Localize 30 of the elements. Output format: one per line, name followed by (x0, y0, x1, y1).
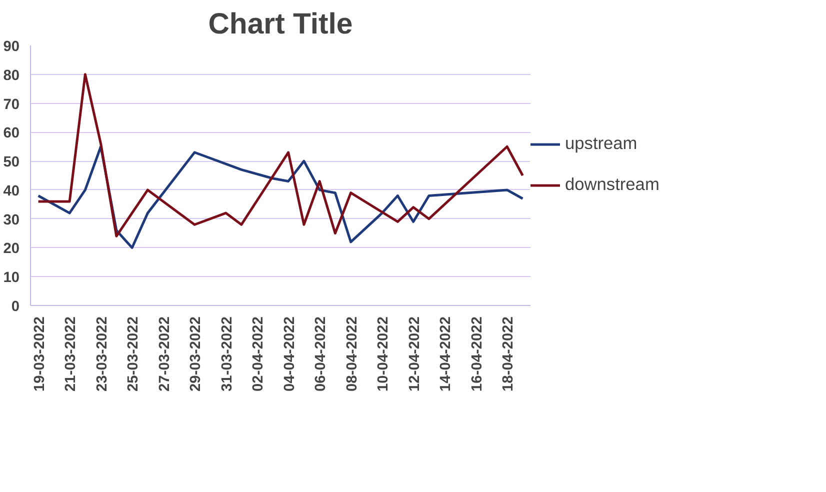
y-tick-label: 40 (3, 183, 20, 200)
y-tick-label: 30 (3, 212, 20, 228)
x-tick-label: 08-04-2022 (344, 316, 360, 392)
x-tick-label: 18-04-2022 (500, 316, 517, 392)
x-tick-label: 23-03-2022 (94, 316, 110, 392)
x-tick-label: 21-03-2022 (63, 316, 80, 392)
x-tick-label: 10-04-2022 (376, 316, 392, 392)
x-tick-label: 31-03-2022 (219, 316, 236, 392)
y-tick-label: 60 (3, 126, 20, 142)
chart-title: Chart Title (208, 8, 353, 40)
x-tick-label: 19-03-2022 (32, 316, 48, 392)
y-tick-label: 20 (3, 241, 20, 258)
x-tick-label: 27-03-2022 (156, 316, 173, 392)
y-tick-label: 50 (3, 154, 20, 171)
y-tick-label: 70 (3, 96, 20, 113)
line-series (37, 73, 524, 238)
x-tick-label: 29-03-2022 (188, 316, 204, 392)
x-tick-label: 06-04-2022 (313, 316, 330, 392)
y-tick-label: 0 (11, 299, 20, 315)
legend-label: downstream (565, 174, 660, 195)
x-tick-label: 04-04-2022 (282, 316, 298, 392)
x-tick-label: 14-04-2022 (438, 316, 454, 392)
y-tick-label: 80 (3, 68, 20, 84)
x-tick-label: 25-03-2022 (126, 316, 142, 392)
x-tick-label: 02-04-2022 (250, 316, 267, 392)
y-tick-label: 90 (3, 39, 20, 55)
y-tick-label: 10 (3, 270, 20, 286)
x-tick-label: 12-04-2022 (406, 316, 423, 392)
legend-label: upstream (565, 133, 638, 154)
x-tick-label: 16-04-2022 (469, 316, 486, 392)
